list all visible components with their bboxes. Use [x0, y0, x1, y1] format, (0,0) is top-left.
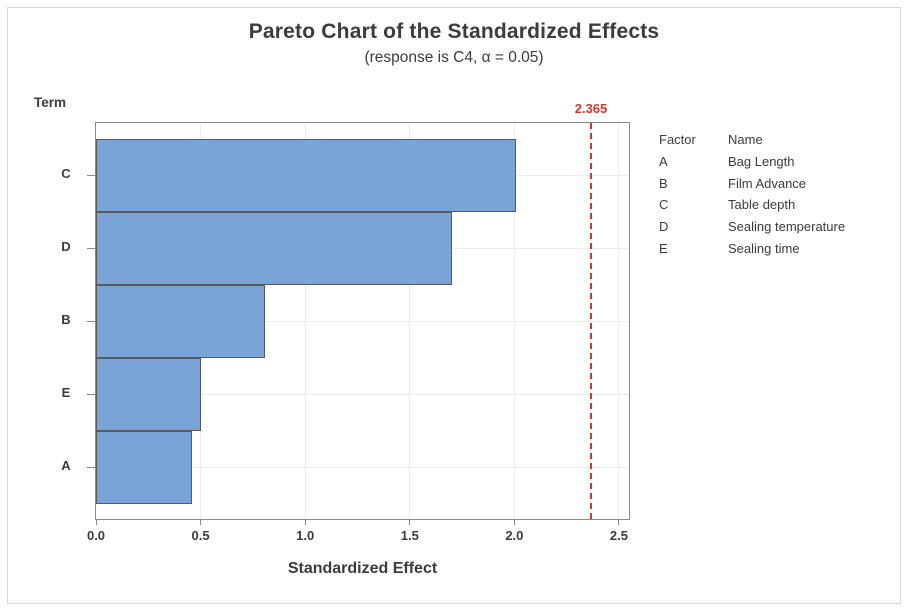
x-tick — [95, 519, 97, 525]
bar-D — [96, 211, 452, 285]
h-gridline — [96, 393, 629, 395]
legend-header-name: Name — [728, 132, 763, 148]
plot-area: 0.0 0.5 1.0 1.5 2.0 2.5 C D B E A — [61, 122, 630, 543]
x-tick — [618, 519, 620, 525]
y-tick — [87, 466, 95, 468]
legend-header-row: Factor Name — [659, 129, 845, 151]
h-gridline — [96, 466, 629, 468]
h-gridline — [96, 320, 629, 322]
legend-row: B Film Advance — [659, 172, 845, 194]
y-category-label: C — [61, 166, 71, 181]
y-tick — [87, 174, 95, 176]
legend-header-factor: Factor — [659, 132, 696, 148]
y-category-label: E — [61, 385, 71, 400]
reference-line-label: 2.365 — [574, 101, 608, 116]
legend-row-name: Film Advance — [728, 175, 807, 191]
legend-row-factor: A — [659, 154, 668, 170]
y-category-label: A — [61, 458, 71, 473]
legend-row-name: Bag Length — [728, 154, 795, 170]
x-tick — [304, 519, 306, 525]
bar-E — [96, 357, 201, 431]
x-tick-label: 0.0 — [86, 528, 106, 543]
legend: Factor Name A Bag Length B Film Advance … — [659, 129, 845, 259]
x-tick — [200, 519, 202, 525]
x-tick-label: 0.5 — [191, 528, 210, 543]
x-axis-title: Standardized Effect — [287, 560, 438, 577]
x-tick — [513, 519, 515, 525]
y-tick — [87, 247, 95, 249]
legend-row-factor: C — [659, 197, 669, 213]
chart-title: Pareto Chart of the Standardized Effects — [248, 20, 660, 43]
legend-row-name: Table depth — [728, 197, 796, 213]
y-tick — [87, 393, 95, 395]
x-tick-label: 2.5 — [609, 528, 628, 543]
bar-A — [96, 430, 193, 504]
legend-row-factor: E — [659, 240, 668, 256]
y-category-label: D — [61, 239, 71, 254]
x-tick-label: 1.5 — [400, 528, 419, 543]
bar-B — [96, 284, 266, 358]
bar-C — [96, 138, 517, 212]
legend-row: C Table depth — [659, 194, 845, 216]
legend-row: E Sealing time — [659, 237, 845, 259]
legend-row: A Bag Length — [659, 151, 845, 173]
y-tick — [87, 320, 95, 322]
x-tick-label: 1.0 — [296, 528, 315, 543]
legend-row-factor: B — [659, 175, 668, 191]
reference-line — [589, 123, 592, 519]
legend-row-name: Sealing time — [728, 240, 800, 256]
x-tick — [409, 519, 411, 525]
y-category-label: B — [61, 312, 71, 327]
legend-row: D Sealing temperature — [659, 216, 845, 238]
legend-row-name: Sealing temperature — [728, 219, 846, 235]
x-tick-label: 2.0 — [505, 528, 524, 543]
y-axis-title: Term — [34, 95, 67, 110]
legend-row-factor: D — [659, 219, 669, 235]
chart-subtitle: (response is C4, α = 0.05) — [364, 49, 544, 66]
